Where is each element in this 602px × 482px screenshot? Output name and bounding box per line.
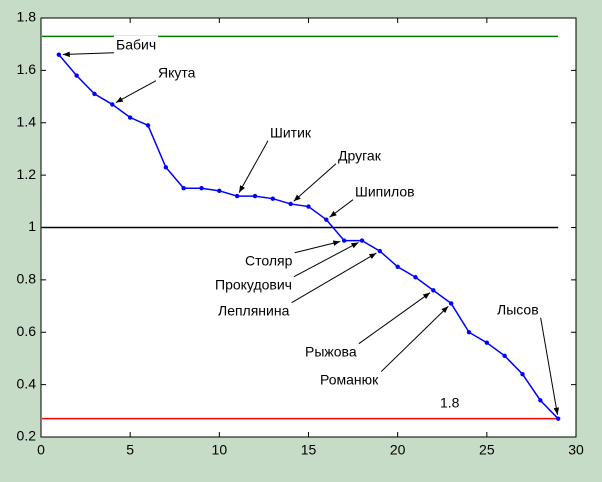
annotation-arrow (62, 51, 115, 58)
annotation-label: Шипилов (355, 184, 415, 200)
data-point (163, 165, 169, 170)
annotation-arrow (358, 292, 431, 345)
data-point (110, 102, 115, 107)
annotation-arrow (294, 240, 341, 254)
annotation-arrow (329, 199, 354, 218)
annotation-box (318, 370, 382, 389)
data-point (288, 201, 293, 207)
annotation-arrow (291, 252, 377, 304)
data-point (448, 301, 454, 306)
annotation-arrow (540, 317, 560, 415)
annotation-arrow (115, 80, 157, 103)
data-point (538, 398, 543, 403)
x-tick-label: 10 (212, 442, 228, 458)
annotation-box (268, 123, 314, 142)
data-point (127, 115, 133, 120)
annotation-box (243, 251, 295, 270)
data-point (181, 186, 186, 191)
note-label: 1.8 (440, 395, 460, 411)
annotation-box (156, 63, 198, 82)
data-point (484, 340, 490, 345)
y-tick-label: 1.6 (17, 61, 37, 77)
data-point (431, 288, 436, 293)
annotation-box (213, 275, 294, 294)
annotation-box (495, 300, 541, 319)
data-point (341, 238, 347, 243)
annotation-box (114, 35, 159, 54)
annotation-box (336, 146, 384, 165)
data-point (413, 275, 418, 280)
data-point (306, 204, 311, 209)
x-tick-label: 20 (390, 442, 406, 458)
y-tick-label: 0.6 (17, 323, 37, 339)
annotation-arrow (238, 140, 269, 193)
annotation-arrow (293, 242, 359, 278)
annotation-label: Другак (338, 148, 382, 164)
y-tick-label: 0.8 (17, 271, 37, 287)
annotation-label: Лысов (497, 302, 539, 318)
x-tick-label: 15 (301, 442, 317, 458)
y-tick-label: 1 (28, 218, 36, 234)
data-point (502, 353, 507, 359)
data-point (395, 264, 400, 269)
x-tick-label: 25 (479, 442, 495, 458)
annotation-label: Столяр (245, 253, 293, 269)
annotation-label: Якута (158, 65, 196, 81)
annotation-label: Рыжова (305, 344, 357, 360)
data-point (377, 248, 383, 254)
data-point (234, 193, 240, 199)
y-tick-label: 1.8 (17, 9, 37, 25)
annotation-label: Леплянина (218, 303, 290, 319)
data-point (466, 330, 472, 335)
y-tick-label: 0.4 (17, 375, 37, 391)
data-point (270, 196, 276, 201)
y-tick-label: 1.4 (17, 113, 37, 129)
data-point (359, 238, 365, 243)
annotation-arrow (380, 305, 449, 373)
data-point (555, 416, 561, 421)
data-point (217, 188, 222, 194)
data-point (252, 193, 258, 199)
data-point (145, 123, 151, 128)
data-point (520, 371, 525, 377)
x-tick-label: 30 (568, 442, 584, 458)
y-tick-label: 0.2 (17, 428, 37, 444)
y-tick-label: 1.2 (17, 166, 37, 182)
annotation-label: Романюк (320, 372, 379, 388)
annotation-arrow (293, 163, 337, 202)
annotation-label: Прокудович (215, 277, 292, 293)
data-point (324, 217, 329, 222)
annotation-label: Бабич (116, 37, 156, 53)
data-point (56, 52, 62, 57)
data-point (92, 91, 97, 97)
annotation-box (353, 182, 417, 201)
annotation-box (303, 342, 359, 361)
x-tick-label: 5 (126, 442, 134, 458)
annotation-label: Шитик (270, 125, 312, 141)
data-point (199, 186, 204, 191)
x-tick-label: 0 (37, 442, 45, 458)
data-point (74, 73, 79, 78)
annotation-box (216, 301, 292, 320)
